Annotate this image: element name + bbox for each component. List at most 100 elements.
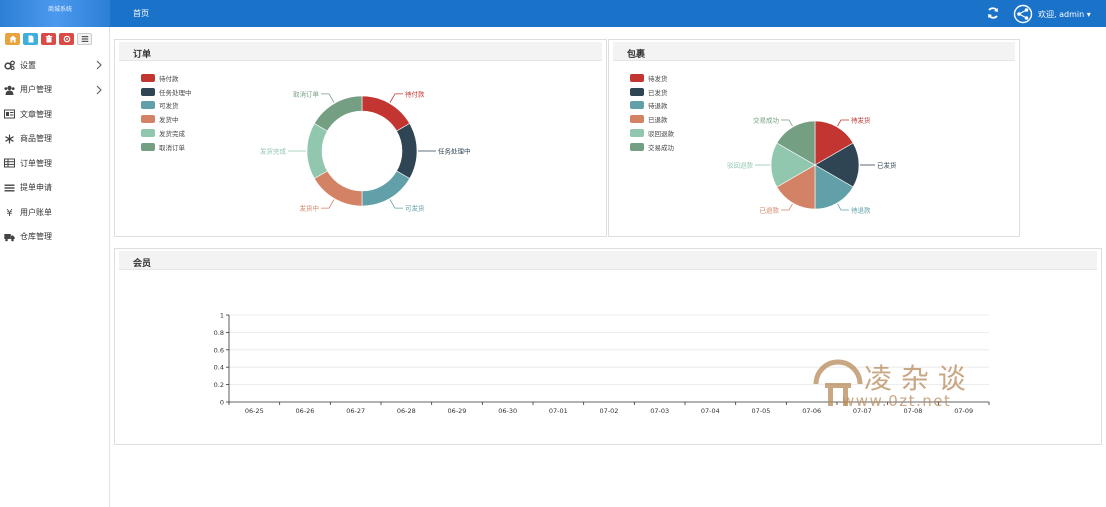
orders-panel-title: 订单 [133, 50, 152, 60]
y-tick-label: 0.4 [214, 364, 224, 372]
legend-label: 交易成功 [648, 143, 674, 152]
packages-panel-header: 包裹 [613, 42, 1015, 61]
donut-slice[interactable] [313, 170, 363, 207]
slice-label: 驳回退款 [727, 161, 754, 170]
home-link[interactable]: 首页 [133, 9, 149, 18]
slice-label: 发货完成 [260, 147, 287, 156]
y-tick-label: 0.2 [214, 381, 224, 389]
pie-slice[interactable] [776, 164, 816, 210]
chevron-right-icon [96, 85, 102, 94]
sidebar-item-yen[interactable]: ¥ 用户账单 [0, 200, 110, 225]
orders-panel: 订单 待付款 任务处理中 可发货 发货中 发货完成 取消订单 待付款 任务处理中 可发货 发货中… [114, 39, 607, 237]
legend-item[interactable]: 已退款 [630, 112, 674, 126]
trash-icon [45, 35, 52, 43]
donut-slice[interactable] [396, 123, 418, 179]
y-tick-label: 1 [220, 312, 224, 320]
legend-swatch [141, 115, 155, 124]
legend-item[interactable]: 驳回退款 [630, 126, 674, 140]
shortcut-trash-button[interactable] [41, 33, 56, 45]
slice-label-line [781, 119, 793, 127]
members-line-chart: 0 0.2 0.4 0.6 0.8 1 06-25 06-26 06-27 06-28 06-29 0… [214, 312, 990, 415]
refresh-icon[interactable] [986, 6, 1000, 20]
shortcut-home-button[interactable] [5, 33, 20, 45]
shortcut-document-button[interactable] [23, 33, 38, 45]
packages-panel: 包裹 待发货 已发货 待退款 已退款 驳回退款 交易成功 待发货 已发货 待退款 已退款 驳回退款… [608, 39, 1020, 237]
sidebar-item-label: 用户管理 [20, 85, 52, 95]
donut-slice[interactable] [361, 95, 411, 132]
legend-swatch [141, 73, 155, 82]
legend-item[interactable]: 待发货 [630, 71, 674, 85]
slice-label-line [321, 93, 335, 103]
user-menu[interactable]: 欢迎, admin ▾ [1038, 10, 1091, 19]
legend-item[interactable]: 可发货 [141, 99, 192, 113]
packages-panel-title: 包裹 [627, 50, 646, 60]
slice-label-line [781, 203, 793, 211]
sidebar-item-label: 提单申请 [20, 183, 52, 193]
legend-item[interactable]: 已发货 [630, 85, 674, 99]
x-tick-label: 07-08 [904, 407, 923, 415]
sidebar-item-snowflake[interactable]: 商品管理 [0, 127, 110, 152]
sidebar-item-bars[interactable]: 提单申请 [0, 176, 110, 201]
legend-item[interactable]: 发货完成 [141, 126, 192, 140]
legend-swatch [630, 142, 644, 151]
legend-item[interactable]: 任务处理中 [141, 85, 192, 99]
slice-label-line [837, 203, 849, 211]
legend-item[interactable]: 交易成功 [630, 140, 674, 154]
legend-item[interactable]: 待付款 [141, 71, 192, 85]
legend-label: 发货中 [159, 116, 179, 125]
x-tick-label: 06-25 [245, 407, 264, 415]
orders-legend: 待付款任务处理中可发货发货中 发货完成 取消订单 [141, 71, 192, 154]
donut-slice[interactable] [306, 123, 328, 179]
pie-slice[interactable] [776, 120, 816, 166]
legend-label: 驳回退款 [648, 130, 674, 139]
members-panel-title: 会员 [133, 259, 152, 269]
shortcut-list-button[interactable] [77, 33, 92, 45]
legend-label: 待付款 [159, 74, 179, 83]
watermark-logo-icon [813, 359, 863, 406]
x-tick-label: 07-09 [954, 407, 973, 415]
sidebar-item-label: 订单管理 [20, 158, 52, 168]
x-tick-label: 07-05 [752, 407, 771, 415]
legend-swatch [630, 73, 644, 82]
legend-item[interactable]: 待退款 [630, 99, 674, 113]
logo[interactable]: 商城系统 [0, 0, 110, 27]
sidebar-item-table[interactable]: 订单管理 [0, 151, 110, 176]
sidebar-item-truck[interactable]: 仓库管理 [0, 225, 110, 250]
legend-label: 已发货 [648, 88, 668, 97]
shortcut-refresh-button[interactable] [59, 33, 74, 45]
pie-slice[interactable] [814, 164, 854, 210]
sidebar-item-gears[interactable]: 设置 [0, 53, 110, 78]
legend-swatch [630, 115, 644, 124]
slice-label: 已发货 [877, 161, 897, 170]
pie-slice[interactable] [814, 142, 860, 188]
legend-swatch [630, 101, 644, 110]
members-panel: 会员 0 0.2 0.4 0.6 0.8 1 06-25 06-26 06-27 06-28 06-… [114, 248, 1102, 445]
sidebar-item-label: 仓库管理 [20, 232, 52, 242]
yen-icon: ¥ [4, 207, 15, 217]
y-tick-label: 0 [220, 399, 224, 407]
legend-item[interactable]: 发货中 [141, 112, 192, 126]
share-nodes-icon[interactable] [1013, 4, 1033, 24]
legend-label: 待发货 [648, 74, 668, 83]
pie-slice[interactable] [814, 120, 854, 166]
x-tick-label: 06-26 [296, 407, 315, 415]
legend-label: 可发货 [159, 102, 179, 111]
truck-icon [4, 232, 15, 242]
legend-item[interactable]: 取消订单 [141, 140, 192, 154]
slice-label-line [389, 93, 403, 103]
sidebar-item-article[interactable]: 文章管理 [0, 102, 110, 127]
legend-swatch [141, 87, 155, 96]
sidebar-item-users[interactable]: 用户管理 [0, 78, 110, 103]
shortcut-bar [5, 33, 92, 45]
svg-text:¥: ¥ [6, 208, 12, 217]
pie-slice[interactable] [770, 142, 816, 188]
donut-slice[interactable] [361, 170, 411, 207]
x-tick-label: 07-04 [701, 407, 720, 415]
donut-slice[interactable] [313, 95, 363, 132]
legend-swatch [630, 129, 644, 138]
slice-label-line [321, 199, 335, 209]
packages-legend: 待发货已发货待退款 已退款驳回退款交易成功 [630, 71, 674, 154]
x-tick-label: 07-01 [549, 407, 568, 415]
